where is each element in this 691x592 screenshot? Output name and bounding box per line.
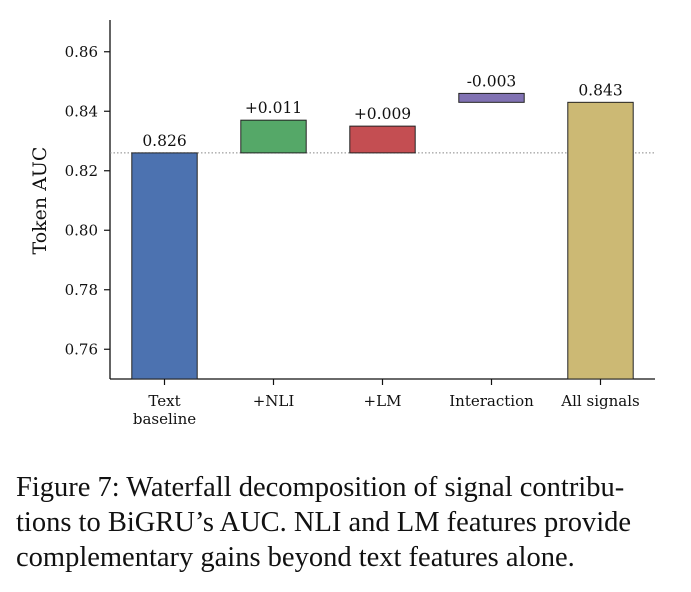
bar — [240, 119, 307, 154]
bar — [458, 92, 525, 103]
x-tick-label: All signals — [560, 392, 639, 410]
x-tick-label-line: Text — [148, 392, 180, 410]
bar — [349, 125, 416, 154]
x-tick-label-line: Interaction — [449, 392, 534, 410]
x-tick-label: Text baseline — [133, 392, 196, 428]
x-tick-label-line: +LM — [364, 392, 402, 410]
y-tick-label: 0.84 — [65, 102, 98, 120]
y-tick-label: 0.76 — [65, 340, 98, 358]
x-tick-label-line: All signals — [560, 392, 639, 410]
y-axis-label: Token AUC — [29, 147, 51, 255]
figure-caption: Figure 7: Waterfall decomposition of sig… — [16, 470, 680, 575]
bar — [567, 101, 634, 380]
bar-value-label: 0.826 — [142, 132, 186, 150]
chart-svg: 0.76 0.78 0.80 0.82 0.84 0.86 Token AUC 0.826 +0… — [29, 20, 655, 428]
y-tick-label: 0.86 — [65, 43, 98, 61]
x-tick-label: +LM — [364, 392, 402, 410]
bar-value-label: +0.011 — [245, 99, 302, 117]
x-tick-label: +NLI — [253, 392, 295, 410]
caption-line: tions to BiGRU’s AUC. NLI and LM feature… — [16, 507, 632, 538]
y-tick-label: 0.82 — [65, 162, 98, 180]
y-tick-label: 0.78 — [65, 281, 98, 299]
bar-value-label: -0.003 — [467, 72, 517, 90]
x-tick-label: Interaction — [449, 392, 534, 410]
x-tick-label-line: baseline — [133, 410, 196, 428]
bar-value-label: +0.009 — [354, 105, 411, 123]
bar — [131, 152, 198, 380]
caption-line: Figure 7: Waterfall decomposition of sig… — [16, 472, 625, 503]
bar-value-label: 0.843 — [578, 81, 622, 99]
x-tick-label-line: +NLI — [253, 392, 295, 410]
caption-line: complementary gains beyond text features… — [16, 542, 575, 573]
y-tick-label: 0.80 — [65, 221, 98, 239]
waterfall-chart: 0.76 0.78 0.80 0.82 0.84 0.86 Token AUC 0.826 +0… — [29, 20, 655, 428]
